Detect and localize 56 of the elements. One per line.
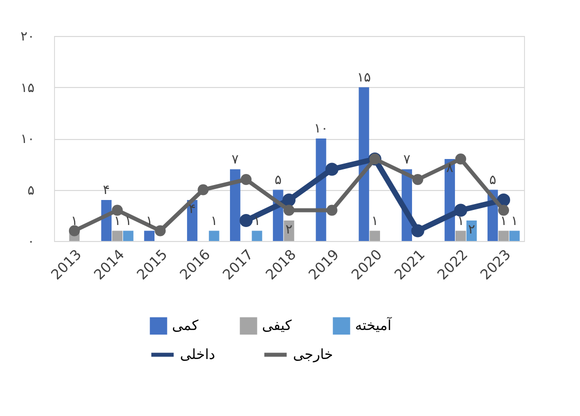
data-label: ۷	[403, 152, 410, 168]
legend-label: کمی	[172, 318, 199, 334]
legend-label: آمیخته	[355, 316, 392, 334]
data-label: ۵	[274, 172, 282, 188]
data-label: ۱	[210, 214, 218, 229]
data-label: ۱	[371, 214, 378, 229]
y-tick-label: ۵	[28, 183, 35, 198]
bar	[509, 230, 520, 241]
bar	[123, 230, 134, 241]
y-tick-label: ۱۵	[20, 80, 35, 96]
bar	[230, 169, 240, 241]
legend-label: کیفی	[262, 318, 292, 334]
bar	[370, 230, 380, 241]
point	[455, 154, 466, 164]
point	[411, 224, 424, 238]
point	[326, 204, 338, 216]
point	[112, 204, 123, 216]
data-label: ۱۵	[356, 70, 371, 86]
point	[498, 204, 510, 216]
point	[154, 225, 166, 236]
point	[198, 184, 209, 196]
data-label: ۱۰	[314, 122, 328, 136]
y-tick-label: ۲۰	[20, 30, 34, 44]
point	[412, 174, 424, 185]
point	[240, 214, 253, 228]
point	[68, 225, 80, 236]
data-label: ۱	[254, 214, 260, 229]
bar	[144, 230, 155, 241]
bar	[456, 230, 466, 241]
point	[284, 204, 294, 216]
data-label: ۱	[457, 214, 464, 229]
data-label: ۲	[286, 222, 293, 238]
data-label: ۲	[468, 222, 476, 238]
data-label: ۱	[124, 214, 132, 229]
legend-label: خارجی	[293, 346, 334, 363]
data-label: ۴	[188, 202, 196, 217]
bar	[208, 230, 220, 241]
data-label: ۱	[70, 214, 78, 229]
data-label: ۵	[489, 172, 496, 188]
y-tick-label: ۱۰	[20, 132, 34, 147]
bar	[498, 230, 509, 241]
data-label: ۱	[500, 214, 508, 229]
legend-label: داخلی	[180, 346, 216, 363]
bar	[466, 220, 477, 241]
bar	[358, 87, 370, 241]
y-tick-label: ۰	[28, 234, 34, 250]
point	[282, 193, 296, 207]
data-label: ۷	[232, 152, 239, 168]
data-label: ۴	[102, 183, 110, 198]
point	[325, 162, 338, 176]
bar	[252, 230, 262, 241]
data-label: ۱	[511, 214, 518, 229]
point	[454, 204, 468, 217]
bar	[112, 230, 122, 241]
data-label: ۱	[114, 214, 121, 229]
point	[240, 174, 252, 185]
